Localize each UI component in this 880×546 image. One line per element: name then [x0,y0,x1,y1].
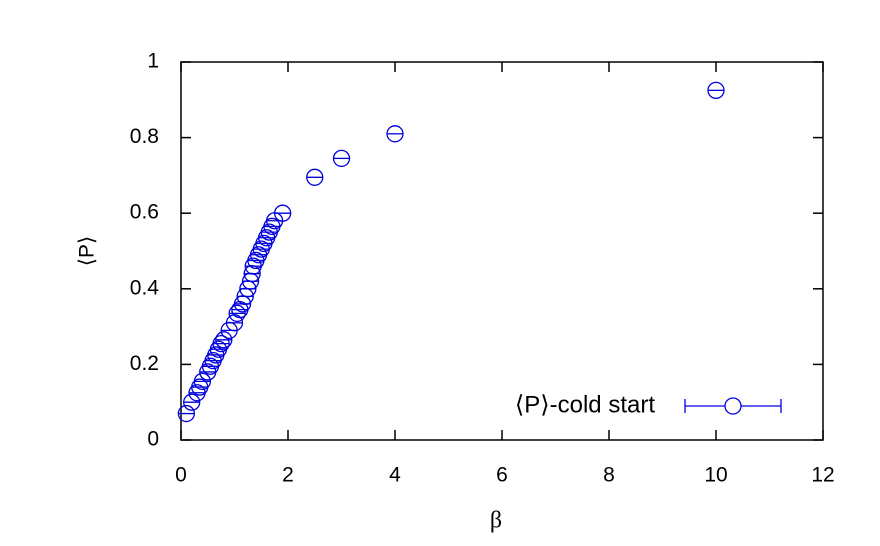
x-tick-label: 4 [389,464,401,487]
y-tick-label: 0 [147,428,159,451]
point [332,149,351,168]
x-axis-label: β [490,508,502,534]
legend-label: ⟨P⟩-cold start [515,391,655,418]
legend-marker [724,397,742,415]
point [177,404,196,423]
y-tick-label: 1 [147,50,159,73]
plot-frame [180,61,824,441]
point [212,334,230,353]
point [183,393,201,411]
point [707,81,725,99]
point [306,168,324,186]
x-tick-label: 10 [704,464,727,487]
point [215,331,233,349]
x-tick-label: 0 [175,464,187,487]
x-tick-label: 2 [282,464,294,487]
point [273,204,292,222]
y-tick-label: 0.4 [130,276,160,299]
x-tick-label: 8 [603,464,615,487]
point [386,125,404,143]
point [228,304,246,323]
point [193,372,212,391]
y-axis-label: ⟨P⟩ [76,236,99,266]
x-tick-label: 6 [496,464,508,487]
y-tick-label: 0.8 [130,125,159,148]
y-tick-label: 0.6 [130,201,159,224]
x-tick-label: 12 [811,464,834,487]
y-tick-label: 0.2 [130,352,159,375]
